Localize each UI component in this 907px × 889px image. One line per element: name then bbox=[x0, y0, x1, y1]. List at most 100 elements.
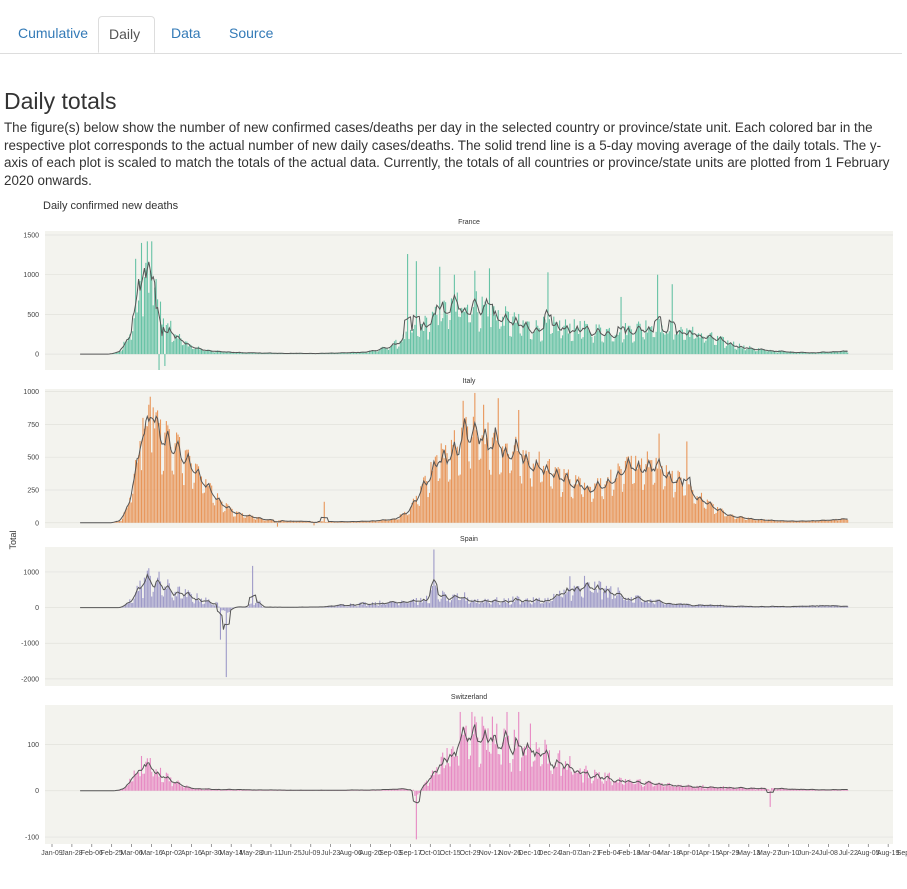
bar bbox=[235, 511, 238, 523]
bar bbox=[668, 782, 670, 791]
bar bbox=[839, 519, 841, 523]
bar bbox=[449, 479, 451, 523]
bar bbox=[443, 768, 445, 791]
bar bbox=[206, 600, 208, 608]
bar bbox=[216, 493, 219, 523]
bar bbox=[363, 521, 365, 523]
bar bbox=[657, 599, 659, 608]
tab-daily[interactable]: Daily bbox=[98, 16, 155, 53]
tab-cumulative[interactable]: Cumulative bbox=[18, 25, 89, 41]
bar bbox=[117, 520, 119, 523]
bar bbox=[180, 338, 182, 355]
bar bbox=[835, 351, 837, 355]
bar bbox=[139, 580, 141, 608]
bar bbox=[519, 475, 521, 523]
bar bbox=[718, 508, 720, 523]
bar bbox=[402, 788, 404, 791]
bar bbox=[170, 777, 172, 791]
bar bbox=[369, 350, 371, 355]
bar bbox=[357, 353, 359, 355]
bar bbox=[440, 598, 442, 608]
bar bbox=[627, 325, 629, 355]
bar bbox=[208, 349, 210, 355]
bar bbox=[626, 600, 628, 608]
bar bbox=[820, 606, 822, 608]
bar bbox=[753, 787, 755, 791]
bar bbox=[681, 485, 684, 523]
bar bbox=[417, 336, 419, 355]
bar bbox=[161, 595, 163, 608]
bar bbox=[734, 348, 736, 355]
bar bbox=[127, 784, 129, 791]
bar bbox=[714, 787, 716, 791]
bar bbox=[714, 514, 716, 523]
bar bbox=[602, 499, 605, 523]
bar bbox=[164, 432, 166, 523]
bar bbox=[260, 605, 262, 608]
bar bbox=[563, 325, 565, 355]
tab-data[interactable]: Data bbox=[171, 25, 201, 41]
bar bbox=[798, 789, 800, 791]
bar bbox=[651, 782, 653, 791]
bar bbox=[456, 593, 458, 608]
bar bbox=[586, 324, 588, 355]
section-title: Daily totals bbox=[4, 88, 117, 114]
bar bbox=[788, 788, 790, 791]
bar bbox=[233, 789, 235, 791]
bar bbox=[832, 606, 834, 608]
bar bbox=[794, 520, 796, 523]
bar bbox=[176, 596, 178, 608]
bar bbox=[718, 338, 720, 355]
bar bbox=[253, 605, 255, 608]
bar bbox=[189, 592, 191, 608]
bar bbox=[727, 606, 729, 608]
bar bbox=[383, 519, 385, 523]
bar bbox=[702, 604, 704, 608]
bar bbox=[382, 520, 384, 523]
bar bbox=[238, 352, 241, 355]
bar bbox=[377, 521, 379, 523]
daily-deaths-chart: Daily confirmed new deathsTotalFrance050… bbox=[8, 200, 907, 857]
bar bbox=[181, 473, 183, 523]
bar bbox=[507, 454, 510, 523]
bar bbox=[762, 519, 764, 523]
bar bbox=[174, 782, 176, 791]
bar bbox=[458, 316, 460, 355]
bar bbox=[642, 489, 644, 523]
bar bbox=[407, 515, 409, 523]
bar bbox=[152, 305, 154, 355]
bar bbox=[218, 606, 220, 608]
bar bbox=[676, 331, 678, 355]
bar bbox=[595, 324, 597, 355]
bar bbox=[209, 789, 211, 791]
bar bbox=[214, 505, 216, 523]
bar bbox=[803, 351, 805, 355]
bar bbox=[450, 439, 453, 523]
bar bbox=[639, 323, 641, 355]
bar bbox=[661, 325, 663, 355]
bar bbox=[395, 601, 397, 608]
bar bbox=[272, 519, 274, 523]
section-description: The figure(s) below show the number of n… bbox=[4, 120, 890, 188]
bar bbox=[668, 331, 670, 355]
bar bbox=[588, 330, 590, 355]
bar bbox=[342, 604, 344, 608]
bar bbox=[551, 774, 553, 791]
tab-source[interactable]: Source bbox=[229, 25, 274, 41]
bar bbox=[668, 603, 670, 608]
bar bbox=[746, 606, 748, 608]
bar bbox=[475, 722, 477, 791]
bar bbox=[690, 605, 692, 608]
bar bbox=[433, 549, 435, 608]
bar bbox=[765, 351, 767, 355]
bar bbox=[371, 602, 374, 608]
bar bbox=[430, 323, 432, 355]
bar bbox=[594, 581, 596, 608]
bar bbox=[544, 598, 546, 608]
bar bbox=[388, 603, 390, 608]
bar bbox=[228, 508, 230, 523]
bar bbox=[697, 497, 700, 523]
bar bbox=[831, 351, 833, 355]
bar bbox=[385, 347, 387, 355]
